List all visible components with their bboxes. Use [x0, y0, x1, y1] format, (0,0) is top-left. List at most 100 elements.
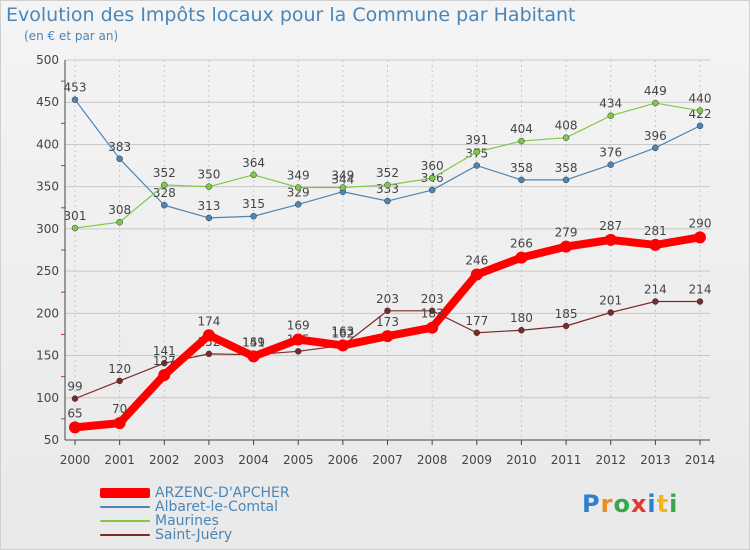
data-label-arzenc-d-apcher: 290 [689, 216, 712, 230]
data-point-arzenc-d-apcher [694, 231, 706, 244]
legend-label: ARZENC-D'APCHER [155, 485, 290, 501]
data-point-albaret-le-comtal [205, 214, 213, 222]
x-tick-label: 2004 [238, 453, 269, 467]
data-point-saint-ju-ry [294, 348, 302, 355]
data-label-saint-ju-ry: 162 [331, 326, 354, 340]
data-label-arzenc-d-apcher: 281 [644, 224, 667, 238]
data-point-arzenc-d-apcher [649, 238, 662, 251]
data-point-maurines [696, 107, 704, 114]
data-point-maurines [607, 112, 614, 119]
legend-label: Albaret-le-Comtal [155, 499, 279, 515]
data-label-maurines: 449 [644, 84, 667, 98]
data-point-maurines [562, 134, 570, 141]
data-point-saint-ju-ry [696, 298, 704, 305]
data-label-maurines: 352 [376, 166, 399, 180]
y-tick-label: 350 [36, 180, 59, 194]
x-tick-label: 2014 [685, 453, 716, 467]
data-label-arzenc-d-apcher: 287 [599, 219, 622, 233]
data-point-maurines [473, 148, 481, 156]
data-label-saint-ju-ry: 185 [555, 307, 578, 321]
data-label-arzenc-d-apcher: 70 [112, 402, 127, 416]
data-point-maurines [428, 174, 436, 182]
data-label-saint-ju-ry: 120 [108, 362, 131, 376]
data-label-maurines: 350 [197, 168, 220, 182]
data-point-arzenc-d-apcher [113, 417, 126, 430]
data-label-saint-ju-ry: 203 [421, 292, 444, 306]
data-point-maurines [384, 181, 391, 189]
data-point-saint-ju-ry [384, 307, 391, 315]
data-point-arzenc-d-apcher [158, 368, 171, 381]
data-point-saint-ju-ry [71, 395, 79, 402]
x-tick-label: 2001 [104, 453, 135, 467]
data-label-saint-ju-ry: 201 [599, 293, 622, 307]
data-label-arzenc-d-apcher: 266 [510, 237, 533, 251]
data-label-saint-ju-ry: 151 [242, 336, 265, 350]
data-point-maurines [161, 181, 168, 189]
data-point-maurines [339, 184, 347, 191]
x-tick-label: 2005 [283, 453, 314, 467]
y-tick-label: 500 [36, 53, 59, 67]
data-point-arzenc-d-apcher [69, 421, 81, 434]
data-label-maurines: 404 [510, 122, 533, 136]
legend-swatch [100, 534, 150, 536]
y-tick-label: 50 [44, 433, 59, 447]
x-tick-label: 2008 [417, 453, 448, 467]
y-tick-label: 250 [36, 264, 59, 278]
data-label-saint-ju-ry: 214 [689, 283, 712, 297]
data-label-arzenc-d-apcher: 65 [67, 406, 82, 420]
data-point-albaret-le-comtal [250, 212, 257, 220]
data-label-albaret-le-comtal: 329 [287, 185, 310, 199]
data-point-maurines [116, 218, 123, 226]
data-label-arzenc-d-apcher: 163 [331, 324, 354, 338]
data-label-arzenc-d-apcher: 183 [421, 307, 444, 321]
data-label-arzenc-d-apcher: 246 [465, 253, 488, 267]
data-label-arzenc-d-apcher: 127 [153, 354, 176, 368]
data-label-arzenc-d-apcher: 174 [197, 314, 220, 328]
data-label-maurines: 301 [64, 209, 87, 223]
data-point-arzenc-d-apcher [381, 330, 394, 343]
data-label-maurines: 391 [465, 133, 488, 147]
logo-letter: o [613, 490, 631, 518]
data-label-maurines: 349 [331, 169, 354, 183]
x-tick-label: 2007 [372, 453, 403, 467]
data-point-arzenc-d-apcher [604, 233, 617, 246]
data-point-albaret-le-comtal [652, 144, 659, 152]
chart-subtitle: (en € et par an) [24, 29, 119, 43]
data-label-maurines: 408 [555, 119, 578, 133]
data-point-albaret-le-comtal [116, 155, 123, 163]
data-label-maurines: 352 [153, 166, 176, 180]
data-label-albaret-le-comtal: 358 [555, 161, 578, 175]
legend-label: Saint-Juéry [155, 527, 233, 543]
data-point-saint-ju-ry [161, 359, 168, 367]
data-label-saint-ju-ry: 203 [376, 292, 399, 306]
data-label-saint-ju-ry: 99 [67, 380, 82, 394]
data-point-arzenc-d-apcher [247, 350, 260, 363]
data-point-saint-ju-ry [428, 307, 436, 315]
legend-swatch [100, 488, 150, 498]
x-tick-label: 2002 [149, 453, 180, 467]
data-point-albaret-le-comtal [71, 96, 79, 103]
x-tick-label: 2000 [60, 453, 91, 467]
data-point-saint-ju-ry [562, 322, 570, 330]
data-point-saint-ju-ry [518, 326, 525, 334]
data-label-arzenc-d-apcher: 173 [376, 315, 399, 329]
proxiti-logo: Proxiti [582, 490, 678, 518]
y-tick-label: 400 [36, 137, 59, 151]
data-point-saint-ju-ry [607, 309, 614, 316]
data-point-albaret-le-comtal [473, 162, 481, 169]
data-label-albaret-le-comtal: 315 [242, 197, 265, 211]
data-label-arzenc-d-apcher: 149 [242, 335, 265, 349]
data-label-saint-ju-ry: 141 [153, 344, 176, 358]
data-label-maurines: 364 [242, 156, 265, 170]
data-point-maurines [205, 183, 213, 190]
data-point-arzenc-d-apcher [515, 251, 528, 264]
data-label-albaret-le-comtal: 313 [197, 199, 220, 213]
data-label-maurines: 349 [287, 169, 310, 183]
y-tick-label: 450 [36, 95, 59, 109]
data-point-arzenc-d-apcher [292, 333, 305, 346]
data-label-albaret-le-comtal: 376 [599, 146, 622, 160]
y-tick-label: 100 [36, 391, 59, 405]
data-point-albaret-le-comtal [294, 201, 302, 208]
data-label-maurines: 440 [689, 92, 712, 106]
